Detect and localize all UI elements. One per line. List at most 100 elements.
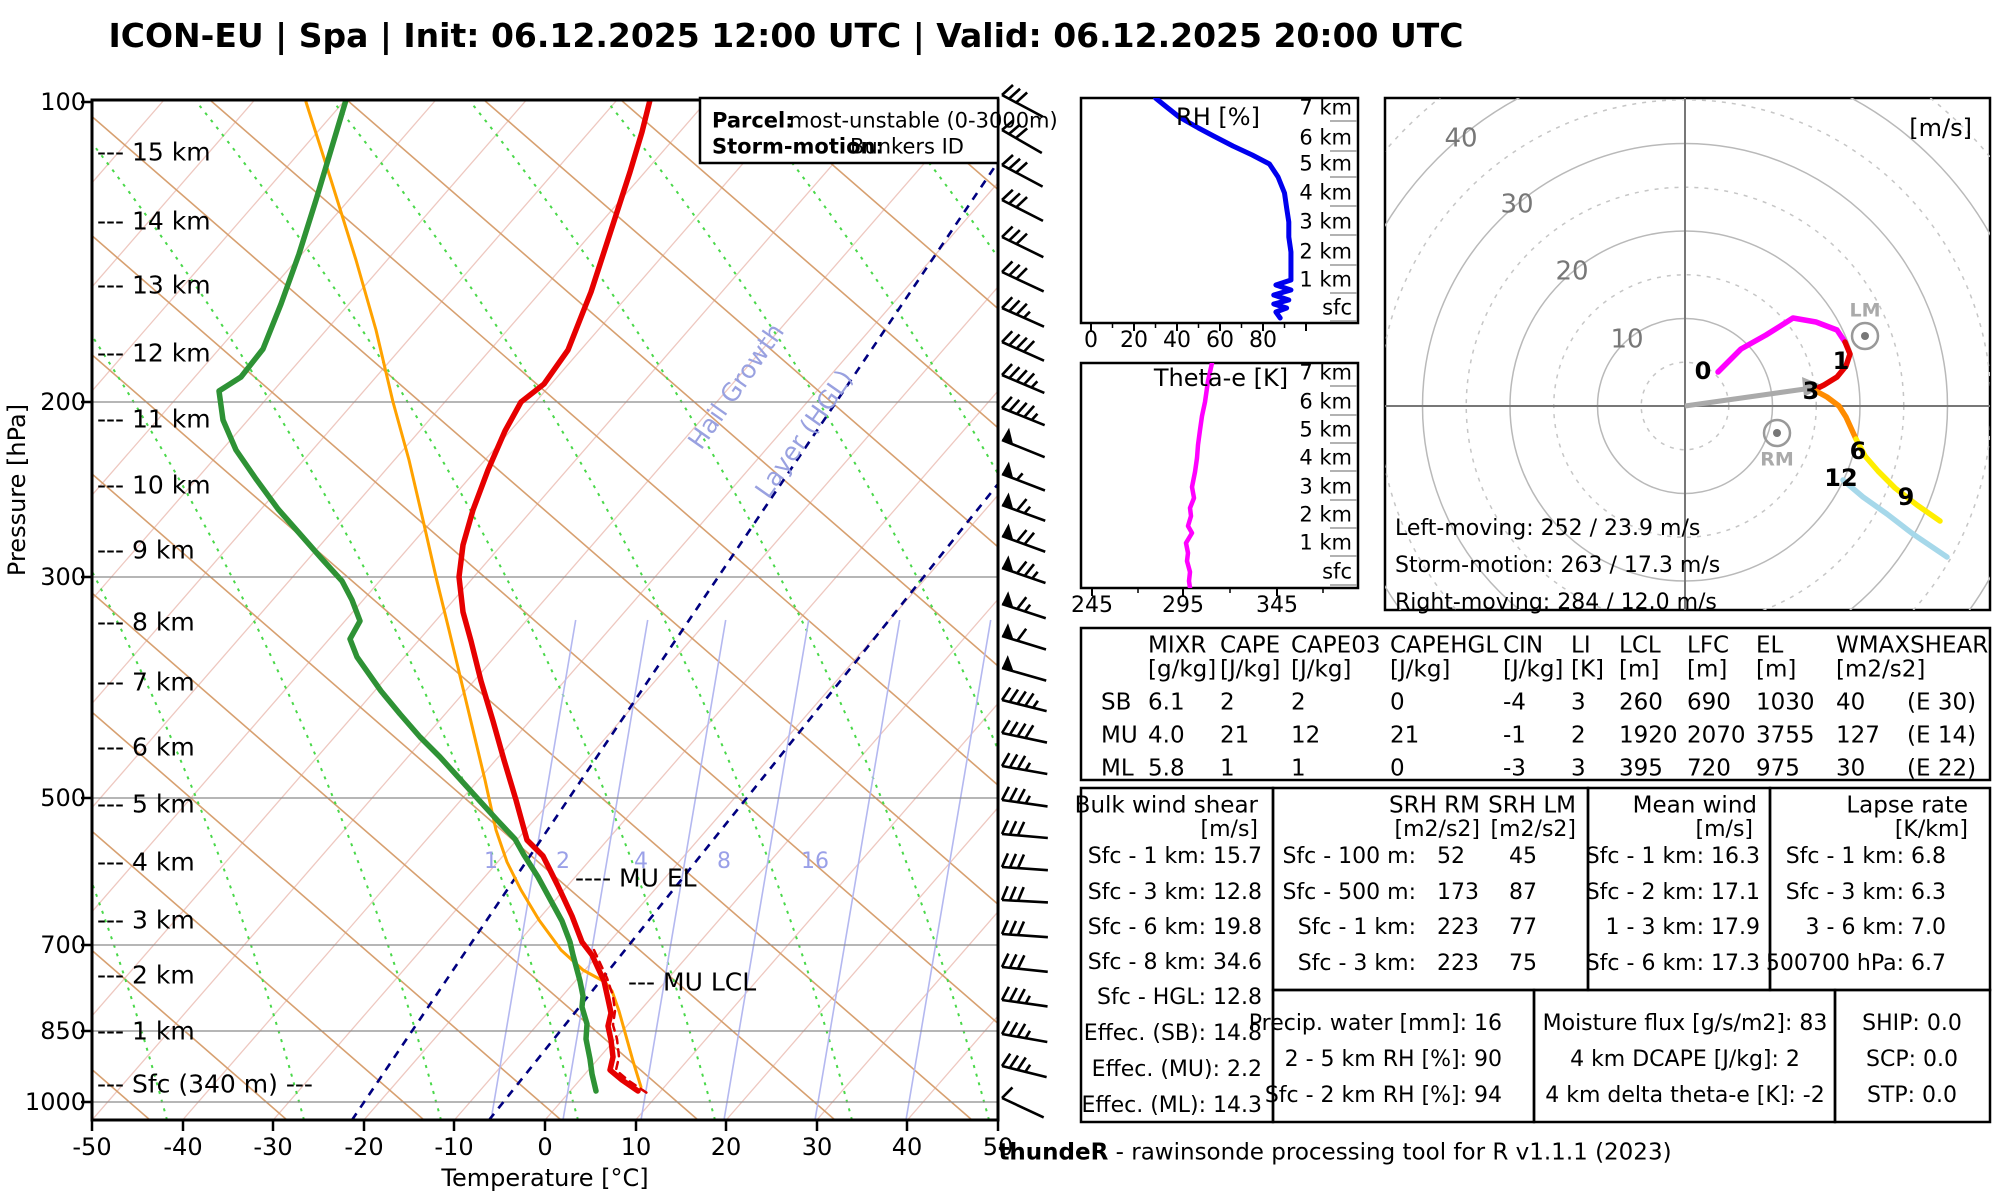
lapse-rate-unit: [K/km]	[1894, 816, 1968, 842]
height-label-11: --- 4 km	[97, 847, 195, 877]
rh-km-5: 2 km	[1299, 239, 1352, 264]
legend-storm-label: Storm-motion:	[712, 134, 884, 159]
height-label-2: --- 13 km	[97, 270, 211, 300]
hodo-height-label-6: 6	[1849, 436, 1867, 465]
index-unit-5: [K]	[1571, 656, 1605, 683]
index-SB-1: 2	[1220, 689, 1235, 716]
index-col-CAPE03: CAPE03	[1291, 632, 1381, 659]
index-SB-9: 40	[1836, 689, 1866, 716]
footer-brand: thundeR	[998, 1139, 1109, 1166]
height-label-9: --- 6 km	[97, 732, 195, 762]
pressure-tick-1000: 1000	[24, 1087, 86, 1116]
wind-barb-26	[1000, 953, 1048, 974]
wind-barb-14	[1001, 555, 1046, 585]
hodo-ring-label-40: 40	[1444, 123, 1478, 154]
index-ML-0: 5.8	[1148, 755, 1185, 782]
index-unit-4: [J/kg]	[1503, 656, 1564, 683]
pressure-tick-500: 500	[40, 783, 86, 812]
height-label-14: --- 1 km	[97, 1016, 195, 1046]
mean-wind-title: Mean wind	[1632, 792, 1757, 819]
index-unit-9: [m2/s2]	[1836, 656, 1926, 683]
index-unit-1: [J/kg]	[1220, 656, 1281, 683]
wind-barb-9	[1001, 396, 1046, 427]
index-MU-7: 2070	[1687, 722, 1746, 749]
wind-barb-11	[1001, 461, 1046, 492]
mu-lcl-annotation: --- MU LCL	[628, 967, 757, 997]
hodo-height-label-3: 3	[1802, 376, 1820, 405]
index-SB-6: 260	[1619, 689, 1663, 716]
mixing-ratio-label-4: 4	[634, 848, 648, 874]
wind-barb-7	[1001, 330, 1045, 362]
srh-lm-1: 87	[1509, 879, 1537, 905]
rh-tick-60: 60	[1206, 327, 1234, 353]
pressure-axis-label: Pressure [hPa]	[2, 403, 31, 577]
mu-el-annotation: ---- MU EL	[575, 863, 697, 893]
rh-km-3: 4 km	[1299, 180, 1352, 205]
height-label-0: --- 15 km	[97, 137, 211, 167]
lapse-row-1: Sfc - 3 km: 6.3	[1785, 879, 1946, 905]
height-label-6: --- 9 km	[97, 535, 195, 565]
index-ML-1: 1	[1220, 755, 1235, 782]
srh-label-2: Sfc - 1 km:	[1297, 914, 1416, 940]
pressure-tick-200: 200	[40, 387, 86, 416]
temp-tick--40: -40	[163, 1132, 203, 1161]
index-SB-3: 0	[1390, 689, 1405, 716]
composite-row-0: SHIP: 0.0	[1862, 1010, 1962, 1036]
index-col-MIXR: MIXR	[1148, 632, 1207, 659]
srh-rm-2: 223	[1437, 914, 1479, 940]
bulk-row-6: Effec. (MU): 2.2	[1091, 1056, 1262, 1082]
index-ML-4: -3	[1503, 755, 1526, 782]
srh-label-1: Sfc - 500 m:	[1282, 879, 1416, 905]
temp-tick-30: 30	[801, 1132, 833, 1161]
index-SB-8: 1030	[1756, 689, 1815, 716]
index-col-WMAXSHEAR: WMAXSHEAR	[1836, 632, 1989, 659]
legend-storm-value: Bunkers ID	[850, 134, 964, 159]
index-SB-5: 3	[1571, 689, 1586, 716]
mixing-ratio-label-2: 2	[556, 848, 570, 874]
composite-row-1: SCP: 0.0	[1866, 1046, 1958, 1072]
srh-rm-header: SRH RM	[1388, 792, 1480, 819]
index-MU-6: 1920	[1619, 722, 1678, 749]
index-col-CAPE: CAPE	[1220, 632, 1281, 659]
thetae-km-1: 6 km	[1299, 389, 1352, 414]
index-unit-8: [m]	[1756, 656, 1797, 683]
rh-km-4: 3 km	[1299, 209, 1352, 234]
srh-label-3: Sfc - 3 km:	[1297, 950, 1416, 976]
hodo-height-label-0: 0	[1694, 356, 1712, 385]
index-SB-2: 2	[1291, 689, 1306, 716]
thetae-km-3: 4 km	[1299, 445, 1352, 470]
rh-tick-20: 20	[1120, 327, 1148, 353]
temp-tick--50: -50	[72, 1132, 112, 1161]
meanwind-row-2: 1 - 3 km: 17.9	[1605, 914, 1760, 940]
index-col-LCL: LCL	[1619, 632, 1661, 659]
meanwind-row-1: Sfc - 2 km: 17.1	[1585, 879, 1760, 905]
rh-km-1: 6 km	[1299, 125, 1352, 150]
index-unit-3: [J/kg]	[1390, 656, 1451, 683]
wind-barb-15	[1001, 591, 1047, 620]
wind-barb-6	[1001, 296, 1045, 328]
index-unit-2: [J/kg]	[1291, 656, 1352, 683]
legend-parcel-value: most-unstable (0-3000m)	[789, 108, 1058, 133]
bulk-row-7: Effec. (ML): 14.3	[1081, 1092, 1262, 1118]
wind-barb-2	[1001, 154, 1044, 188]
moisture-row-2: 4 km delta theta-e [K]: -2	[1545, 1082, 1825, 1108]
wind-barb-12	[1001, 492, 1046, 522]
temperature-axis-label: Temperature [°C]	[441, 1163, 649, 1192]
hodograph-unit-label: [m/s]	[1909, 113, 1972, 142]
index-col-CAPEHGL: CAPEHGL	[1390, 632, 1499, 659]
pressure-tick-700: 700	[40, 930, 86, 959]
index-SB-4: -4	[1503, 689, 1526, 716]
srh-lm-2: 77	[1509, 914, 1537, 940]
index-unit-0: [g/kg]	[1148, 656, 1217, 683]
index-col-LI: LI	[1571, 632, 1591, 659]
bulk-row-1: Sfc - 3 km: 12.8	[1087, 879, 1262, 905]
mixing-ratio-label-16: 16	[801, 848, 829, 874]
wind-barb-24	[1000, 885, 1049, 904]
mixing-ratio-label-8: 8	[717, 848, 731, 874]
temp-tick--10: -10	[434, 1132, 474, 1161]
hodo-height-label-9: 9	[1897, 482, 1915, 511]
hodo-info-1: Storm-motion: 263 / 17.3 m/s	[1395, 552, 1721, 578]
height-label-13: --- 2 km	[97, 960, 195, 990]
